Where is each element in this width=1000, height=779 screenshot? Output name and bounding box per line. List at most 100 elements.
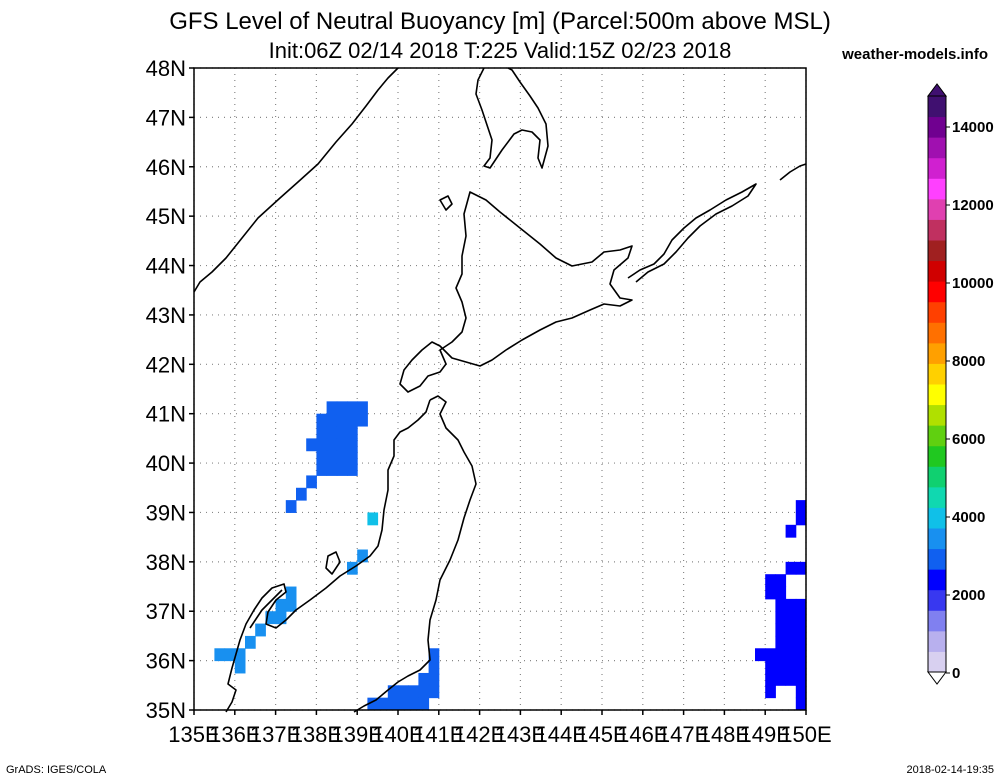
site-name: weather-models.info <box>842 46 988 63</box>
colorbar-segment <box>928 384 946 406</box>
lon-label: 150E <box>780 722 831 747</box>
chart-subtitle: Init:06Z 02/14 2018 T:225 Valid:15Z 02/2… <box>268 38 732 63</box>
field-cell <box>326 413 338 427</box>
field-cell <box>316 413 328 427</box>
coastlines <box>193 67 807 713</box>
colorbar-segment <box>928 630 946 652</box>
field-cell <box>785 561 797 575</box>
honshu-coast <box>225 395 477 713</box>
lat-label: 42N <box>146 352 186 377</box>
field-cell <box>316 438 328 452</box>
lat-label: 48N <box>146 56 186 81</box>
footer-left: GrADS: IGES/COLA <box>6 764 107 776</box>
lon-label: 147E <box>658 722 709 747</box>
field-cell <box>347 401 358 415</box>
field-cell <box>795 512 807 526</box>
colorbar-min-arrow <box>927 671 947 685</box>
hokkaido-coast <box>399 191 633 393</box>
field-cell <box>306 438 317 452</box>
lon-label: 136E <box>209 722 260 747</box>
field-cell <box>408 685 419 699</box>
colorbar-segment <box>928 425 946 447</box>
field-cell <box>357 413 368 427</box>
noto-coast <box>249 589 283 629</box>
field-cell <box>795 685 807 699</box>
lon-label: 135E <box>168 722 219 747</box>
field-cell <box>387 685 399 699</box>
field-cell <box>336 450 348 464</box>
field-cell <box>785 635 797 649</box>
field-cell <box>347 463 358 476</box>
lat-label: 44N <box>146 254 186 279</box>
colorbar-label: 4000 <box>952 509 985 526</box>
sakhalin-coast <box>475 67 549 169</box>
field-cell <box>326 450 338 464</box>
field-cell <box>775 672 787 686</box>
colorbar-label: 12000 <box>952 197 994 214</box>
field-cell <box>234 648 246 662</box>
field-cell <box>775 635 787 649</box>
colorbar: 14000 12000 10000 8000 6000 4000 2000 0 <box>927 83 994 685</box>
field-cell <box>296 487 307 501</box>
colorbar-label: 6000 <box>952 431 985 448</box>
field-cell <box>326 426 338 439</box>
colorbar-segment <box>928 651 946 673</box>
field-cell <box>347 450 358 464</box>
field-cell <box>336 401 348 415</box>
field-cell <box>408 697 419 711</box>
colorbar-max-arrow <box>927 83 947 97</box>
field-cell <box>765 685 776 699</box>
lon-label: 141E <box>413 722 464 747</box>
colorbar-label: 10000 <box>952 275 994 292</box>
field-cell <box>428 660 440 674</box>
kuril-coast <box>779 163 807 181</box>
field-cell <box>755 648 766 662</box>
field-cell <box>775 574 787 588</box>
field-cell <box>785 524 797 538</box>
field-cell <box>275 611 287 625</box>
field-cell <box>785 672 797 686</box>
field-cell <box>775 586 787 600</box>
field-cell <box>795 672 807 686</box>
lat-label: 36N <box>146 649 186 674</box>
field-cell <box>326 401 338 415</box>
field-cell <box>765 574 776 588</box>
field-cell <box>316 463 328 476</box>
colorbar-segment <box>928 157 946 179</box>
colorbar-segment <box>928 240 946 262</box>
lon-label: 138E <box>291 722 342 747</box>
field-cell <box>214 648 226 662</box>
sado-island <box>325 551 341 575</box>
field-cell <box>336 413 348 427</box>
field-cell <box>316 426 328 439</box>
lon-label: 144E <box>536 722 587 747</box>
field-cell <box>367 697 379 711</box>
colorbar-segment <box>928 281 946 303</box>
field-cell <box>336 463 348 476</box>
field-cell <box>367 512 379 526</box>
field-cell <box>765 586 776 600</box>
field-cell <box>795 623 807 637</box>
field-cell <box>285 500 297 513</box>
field-cell <box>775 598 787 612</box>
field-cell <box>347 426 358 439</box>
field-cell <box>347 413 358 427</box>
colorbar-label: 2000 <box>952 587 985 604</box>
lon-label: 137E <box>250 722 301 747</box>
field-cell <box>785 660 797 674</box>
colorbar-segment <box>928 96 946 118</box>
field-cell <box>785 648 797 662</box>
field-cell <box>326 463 338 476</box>
colorbar-segment <box>928 301 946 323</box>
colorbar-segment <box>928 486 946 508</box>
lat-label: 37N <box>146 599 186 624</box>
field-cell <box>795 561 807 575</box>
field-cell <box>765 672 776 686</box>
field-cell <box>326 438 338 452</box>
colorbar-segment <box>928 198 946 220</box>
lon-label: 139E <box>332 722 383 747</box>
field-cell <box>775 623 787 637</box>
kunashir-coast <box>627 183 757 283</box>
field-cell <box>795 611 807 625</box>
field-cell <box>336 426 348 439</box>
